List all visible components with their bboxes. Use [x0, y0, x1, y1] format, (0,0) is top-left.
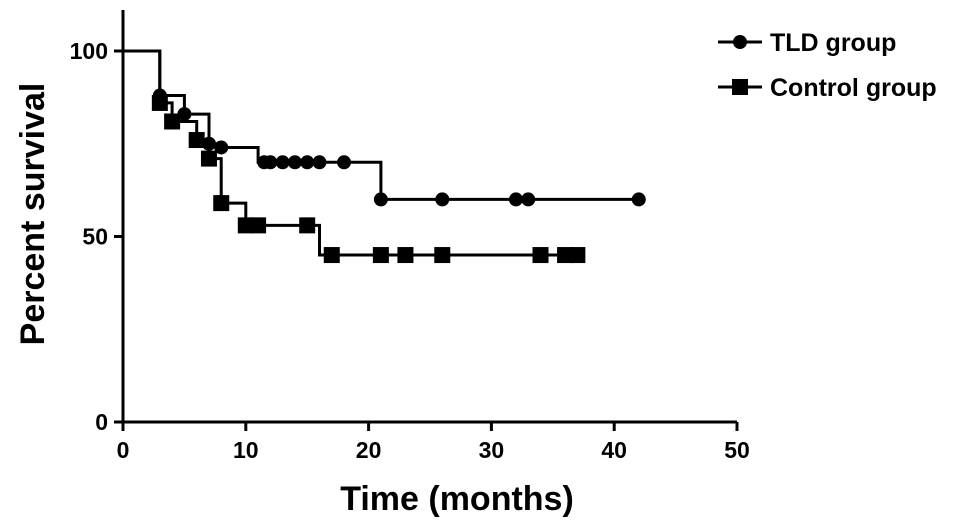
x-tick-label: 40 [601, 437, 627, 463]
control-point [164, 113, 181, 130]
legend-control-label: Control group [770, 74, 937, 102]
legend-item-tld: TLD group [718, 29, 896, 57]
tld-point [312, 155, 327, 170]
tld-survival-line [123, 49, 639, 201]
control-point [237, 217, 254, 234]
y-tick-label: 100 [70, 38, 108, 64]
tld-point [435, 192, 450, 207]
legend-tld-circle-icon [733, 35, 747, 49]
y-tick-label: 50 [82, 224, 108, 250]
tld-point [521, 192, 536, 207]
control-point [299, 217, 316, 234]
tld-point [214, 140, 229, 155]
x-tick-label: 0 [117, 437, 130, 463]
x-tick-label: 30 [479, 437, 505, 463]
control-survival-line [123, 49, 578, 257]
control-point [200, 150, 217, 167]
x-tick-label: 10 [233, 437, 259, 463]
control-point [188, 132, 205, 149]
tld-point [275, 155, 290, 170]
x-tick-label: 20 [356, 437, 382, 463]
control-point [151, 94, 168, 111]
control-point [532, 247, 549, 264]
axes [121, 10, 737, 424]
control-point [250, 217, 267, 234]
y-tick-label: 0 [95, 409, 108, 435]
tld-point [300, 155, 315, 170]
tld-point [287, 155, 302, 170]
control-point [397, 247, 414, 264]
legend-control-square-icon [732, 79, 748, 95]
control-point [569, 247, 586, 264]
legend-tld-label: TLD group [770, 29, 896, 57]
control-point [372, 247, 389, 264]
control-point [557, 247, 574, 264]
ticks: 0 10 20 30 40 50 0 50 100 [70, 38, 750, 463]
control-point [323, 247, 340, 264]
x-axis-title: Time (months) [340, 480, 574, 518]
tld-point [177, 107, 192, 122]
control-point [213, 195, 230, 212]
tld-point [631, 192, 646, 207]
tld-point [373, 192, 388, 207]
tld-point [337, 155, 352, 170]
plot-area [123, 49, 646, 264]
tld-point [263, 155, 278, 170]
y-axis-title: Percent survival [14, 83, 52, 346]
legend-item-control: Control group [718, 74, 937, 102]
legend: TLD group Control group [718, 29, 937, 102]
control-point [434, 247, 451, 264]
tld-point [508, 192, 523, 207]
x-tick-label: 50 [724, 437, 750, 463]
